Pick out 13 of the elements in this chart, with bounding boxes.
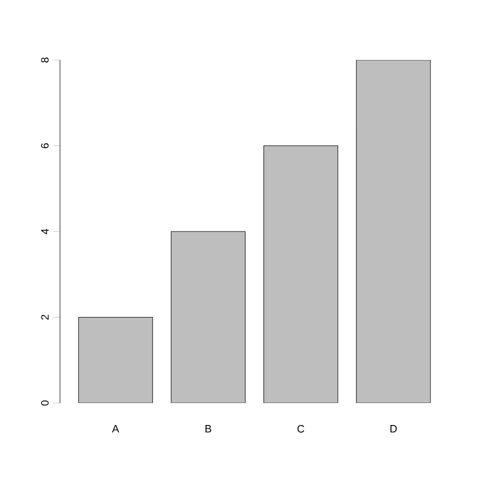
bar: [263, 145, 338, 403]
x-tick-label: A: [112, 425, 120, 432]
x-tick-label: D: [390, 425, 397, 432]
y-tick-label: 8: [41, 58, 49, 63]
x-tick-label: C: [298, 425, 304, 433]
bar: [78, 316, 153, 403]
y-tick-label: 6: [41, 143, 49, 148]
x-tick-label: B: [206, 425, 212, 432]
y-tick-label: 2: [41, 314, 49, 320]
bar: [170, 231, 246, 403]
bar: [356, 60, 431, 403]
y-tick-label: 4: [41, 228, 49, 234]
y-tick-label: 0: [41, 400, 49, 406]
